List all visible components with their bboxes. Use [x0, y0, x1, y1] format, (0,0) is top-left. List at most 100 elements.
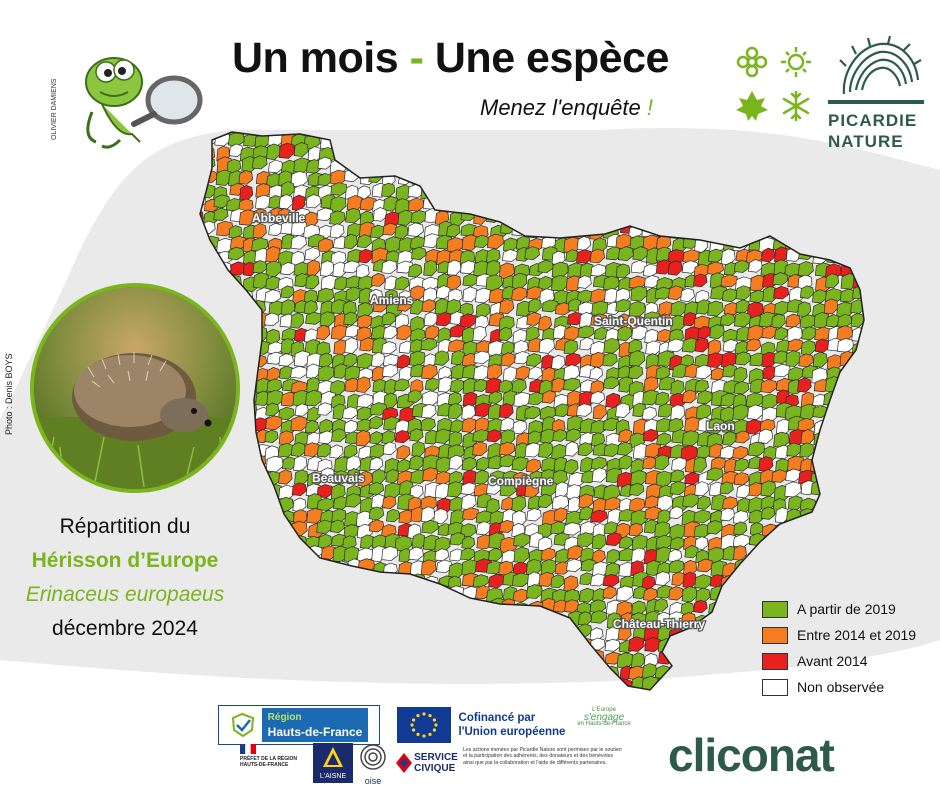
commune-cell	[345, 493, 362, 508]
commune-cell	[290, 584, 308, 600]
commune-cell	[201, 494, 216, 511]
commune-cell	[265, 535, 281, 551]
commune-cell	[876, 364, 893, 379]
commune-cell	[213, 207, 229, 222]
commune-cell	[317, 611, 332, 627]
commune-cell	[318, 649, 334, 664]
commune-cell	[512, 181, 530, 197]
commune-cell	[735, 430, 750, 444]
commune-cell	[799, 442, 815, 458]
commune-cell	[317, 402, 333, 416]
commune-cell	[320, 132, 338, 150]
commune-cell	[525, 132, 540, 146]
commune-cell	[371, 352, 386, 368]
commune-cell	[359, 664, 377, 679]
commune-cell	[409, 235, 426, 250]
commune-cell	[747, 689, 762, 690]
commune-cell	[762, 145, 777, 159]
legend-item: Avant 2014	[762, 648, 916, 674]
commune-cell	[850, 224, 864, 239]
commune-cell	[628, 339, 643, 354]
commune-cell	[333, 612, 349, 628]
commune-cell	[305, 194, 322, 209]
commune-cell	[839, 558, 857, 575]
commune-cell	[372, 132, 389, 133]
commune-cell	[292, 624, 308, 638]
commune-cell	[537, 613, 556, 629]
commune-cell	[655, 391, 670, 406]
commune-cell	[641, 143, 657, 158]
commune-cell	[215, 494, 230, 509]
commune-cell	[732, 404, 750, 421]
commune-cell	[292, 497, 307, 512]
commune-cell	[200, 132, 205, 144]
commune-cell	[525, 353, 542, 367]
commune-cell	[761, 548, 780, 564]
commune-cell	[212, 689, 231, 690]
commune-cell	[461, 536, 476, 550]
commune-cell	[472, 574, 490, 588]
commune-cell	[865, 546, 879, 558]
commune-cell	[345, 286, 362, 302]
commune-cell	[487, 639, 502, 654]
commune-cell	[863, 142, 864, 157]
commune-cell	[407, 222, 424, 237]
commune-cell	[242, 430, 258, 447]
commune-cell	[316, 519, 333, 534]
commune-cell	[279, 666, 296, 680]
commune-cell	[681, 586, 698, 603]
commune-cell	[619, 172, 634, 188]
brand-name-line2: NATURE	[828, 132, 904, 151]
commune-cell	[317, 560, 336, 574]
commune-cell	[396, 445, 411, 460]
commune-cell	[876, 211, 891, 224]
commune-cell	[709, 156, 725, 170]
commune-cell	[524, 246, 540, 261]
commune-cell	[838, 182, 855, 199]
commune-cell	[696, 220, 714, 238]
commune-cell	[242, 470, 258, 485]
commune-cell	[851, 260, 864, 276]
commune-cell	[736, 614, 754, 631]
commune-cell	[381, 406, 399, 421]
commune-cell	[602, 168, 619, 185]
commune-cell	[759, 418, 776, 433]
commune-cell	[330, 601, 347, 615]
commune-cell	[758, 132, 775, 147]
commune-cell	[628, 522, 644, 537]
commune-cell	[566, 649, 581, 666]
commune-cell	[671, 650, 689, 667]
commune-cell	[553, 507, 569, 522]
commune-cell	[407, 132, 424, 134]
commune-cell	[746, 598, 764, 615]
commune-cell	[862, 562, 864, 577]
commune-cell	[459, 198, 477, 212]
commune-cell	[591, 533, 607, 550]
commune-cell	[682, 571, 697, 589]
commune-cell	[734, 117, 749, 131]
commune-cell	[538, 133, 554, 148]
commune-cell	[489, 142, 507, 157]
commune-cell	[680, 667, 696, 680]
commune-cell	[878, 143, 893, 158]
commune-cell	[827, 484, 845, 499]
commune-cell	[329, 210, 346, 226]
commune-cell	[629, 156, 647, 173]
commune-cell	[437, 663, 453, 680]
commune-cell	[290, 676, 306, 690]
city-label-saint-quentin: Saint-Quentin	[594, 314, 673, 328]
commune-cell	[826, 211, 843, 225]
commune-cell	[265, 523, 283, 538]
oise-mark-icon	[360, 744, 386, 770]
commune-cell	[564, 666, 579, 683]
commune-cell	[580, 675, 597, 690]
commune-cell	[771, 313, 786, 329]
commune-cell	[592, 404, 607, 420]
commune-cell	[642, 663, 658, 679]
commune-cell	[723, 157, 739, 171]
commune-cell	[669, 198, 686, 213]
commune-cell	[489, 675, 503, 690]
commune-cell	[291, 599, 308, 617]
commune-cell	[668, 159, 685, 174]
commune-cell	[798, 353, 814, 368]
